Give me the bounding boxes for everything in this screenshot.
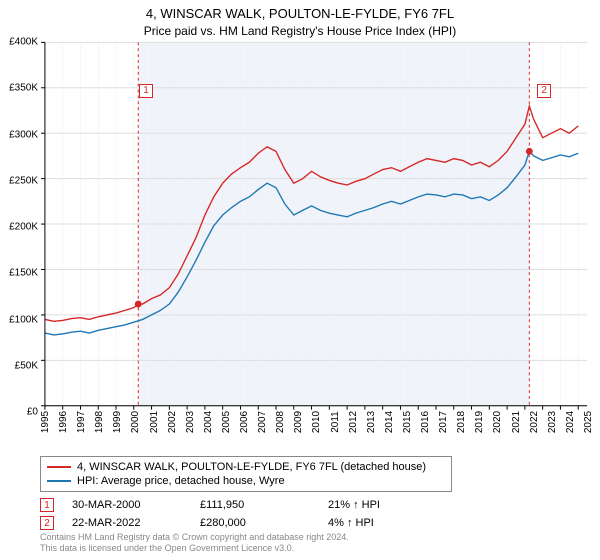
x-tick-label: 1998 [94,411,105,433]
marker-number-box: 1 [40,498,54,512]
legend-row: HPI: Average price, detached house, Wyre [47,474,445,488]
marker-row: 1 30-MAR-2000 £111,950 21% ↑ HPI [40,496,438,514]
chart-subtitle: Price paid vs. HM Land Registry's House … [0,21,600,42]
x-tick-label: 2008 [275,411,286,433]
x-tick-label: 2011 [330,411,341,433]
legend-row: 4, WINSCAR WALK, POULTON-LE-FYLDE, FY6 7… [47,460,445,474]
marker-date: 30-MAR-2000 [72,499,182,511]
x-tick-label: 1999 [112,411,123,433]
x-tick-label: 2018 [456,411,467,433]
x-tick-label: 2002 [167,411,178,433]
legend-swatch [47,466,71,468]
event-marker-1: 1 [139,84,153,98]
legend-label: 4, WINSCAR WALK, POULTON-LE-FYLDE, FY6 7… [77,461,426,473]
x-tick-label: 2010 [311,411,322,433]
y-tick-label: £200K [9,222,38,233]
y-axis: £0£50K£100K£150K£200K£250K£300K£350K£400… [0,42,40,412]
x-tick-label: 1995 [40,411,51,433]
x-tick-label: 1996 [58,411,69,433]
legend: 4, WINSCAR WALK, POULTON-LE-FYLDE, FY6 7… [40,456,452,492]
x-tick-label: 2017 [438,411,449,433]
marker-pct: 4% ↑ HPI [328,517,438,529]
x-tick-label: 2015 [402,411,413,433]
chart-title: 4, WINSCAR WALK, POULTON-LE-FYLDE, FY6 7… [0,0,600,21]
y-tick-label: £250K [9,175,38,186]
x-tick-label: 2004 [203,411,214,433]
chart-plot [40,42,592,412]
x-axis: 1995199619971998199920002001200220032004… [40,418,592,448]
x-tick-label: 2005 [221,411,232,433]
x-tick-label: 2001 [149,411,160,433]
y-tick-label: £400K [9,37,38,48]
marker-row: 2 22-MAR-2022 £280,000 4% ↑ HPI [40,514,438,532]
x-tick-label: 2007 [257,411,268,433]
x-tick-label: 2003 [185,411,196,433]
legend-label: HPI: Average price, detached house, Wyre [77,475,285,487]
x-tick-label: 2024 [565,411,576,433]
marker-pct: 21% ↑ HPI [328,499,438,511]
x-tick-label: 2012 [348,411,359,433]
y-tick-label: £100K [9,314,38,325]
x-tick-label: 2020 [492,411,503,433]
y-tick-label: £300K [9,129,38,140]
marker-price: £280,000 [200,517,310,529]
marker-price: £111,950 [200,499,310,511]
markers-table: 1 30-MAR-2000 £111,950 21% ↑ HPI 2 22-MAR-202… [40,496,438,532]
x-tick-label: 2025 [583,411,594,433]
x-tick-label: 2023 [547,411,558,433]
y-tick-label: £150K [9,268,38,279]
x-tick-label: 2022 [529,411,540,433]
legend-swatch [47,480,71,482]
footer-line1: Contains HM Land Registry data © Crown c… [40,532,349,543]
x-tick-label: 2021 [511,411,522,433]
x-tick-label: 2006 [239,411,250,433]
x-tick-label: 2019 [474,411,485,433]
y-tick-label: £0 [27,407,38,418]
x-tick-label: 2016 [420,411,431,433]
chart-area: £0£50K£100K£150K£200K£250K£300K£350K£400… [40,42,592,412]
footer-line2: This data is licensed under the Open Gov… [40,543,349,554]
x-tick-label: 2014 [384,411,395,433]
event-marker-2: 2 [537,84,551,98]
x-tick-label: 2013 [366,411,377,433]
x-tick-label: 2000 [130,411,141,433]
x-tick-label: 2009 [293,411,304,433]
y-tick-label: £350K [9,83,38,94]
marker-number-box: 2 [40,516,54,530]
x-tick-label: 1997 [76,411,87,433]
footer: Contains HM Land Registry data © Crown c… [40,532,349,554]
y-tick-label: £50K [15,360,38,371]
marker-date: 22-MAR-2022 [72,517,182,529]
